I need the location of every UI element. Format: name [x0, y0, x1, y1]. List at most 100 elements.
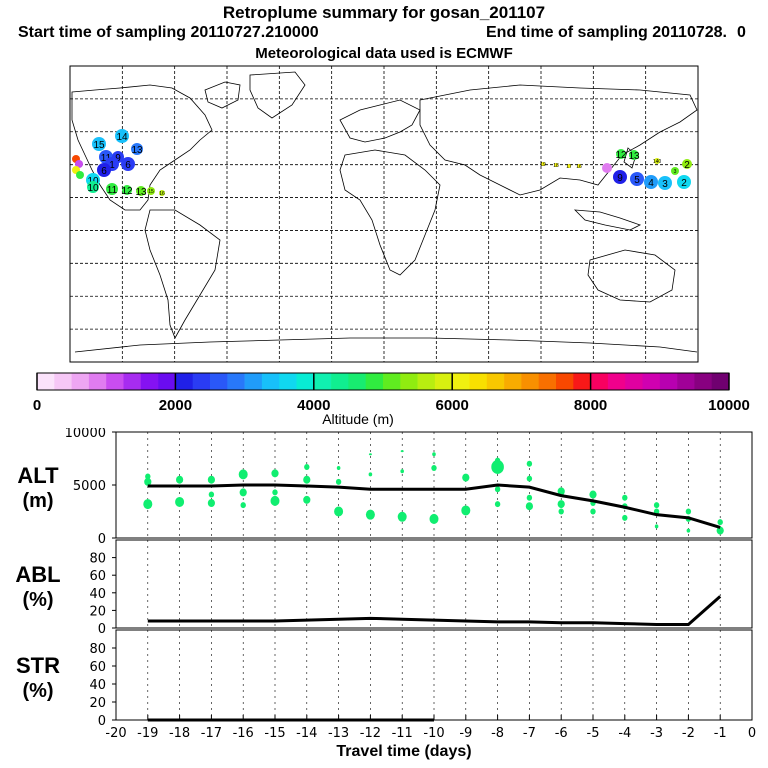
- map-marker: [97, 163, 111, 177]
- alt-scatter-point: [176, 475, 184, 484]
- abl-axis-label: ABL: [15, 562, 60, 587]
- alt-scatter-point: [335, 478, 342, 485]
- alt-scatter-point: [207, 499, 215, 508]
- colorbar-cell: [469, 373, 488, 390]
- alt-scatter-point: [368, 453, 372, 456]
- map-marker: [682, 159, 692, 169]
- map-marker-label: 12: [121, 186, 133, 197]
- xtick-label: -2: [682, 726, 695, 741]
- alt-scatter-point: [271, 469, 279, 478]
- colorbar-cell: [625, 373, 643, 390]
- map-marker-label: 4: [648, 178, 654, 189]
- colorbar-cell: [279, 373, 297, 390]
- colorbar-cell: [365, 373, 384, 390]
- map-marker: [629, 150, 639, 160]
- map-marker: [616, 149, 626, 159]
- map-marker: [121, 157, 135, 171]
- alt-scatter-point: [303, 495, 311, 504]
- colorbar-cell: [383, 373, 401, 390]
- xtick-label: -7: [523, 726, 536, 741]
- map-marker-label: 10: [87, 183, 99, 194]
- colorbar-cell: [227, 373, 245, 390]
- map-marker-label: 15: [93, 140, 105, 151]
- map-marker: [541, 162, 545, 166]
- map-marker-label: 140: [653, 159, 662, 165]
- xtick-label: -13: [328, 726, 349, 741]
- map-marker-label: 18: [553, 163, 559, 169]
- map-marker: [75, 160, 83, 168]
- alt-scatter-point: [238, 469, 248, 480]
- map-marker-label: 6: [125, 160, 131, 171]
- map-marker: [630, 172, 644, 186]
- alt-scatter-point: [558, 508, 564, 515]
- alt-scatter-point: [303, 475, 311, 484]
- colorbar-cell: [348, 373, 366, 390]
- map-marker: [131, 143, 143, 155]
- map-marker: [654, 158, 660, 164]
- colorbar-cell: [175, 373, 193, 390]
- colorbar-cell: [521, 373, 539, 390]
- str-ytick-label: 60: [89, 660, 106, 675]
- alt-scatter-point: [431, 465, 437, 472]
- map-marker-label: 2: [681, 178, 687, 189]
- map-marker-label: 6: [101, 166, 107, 177]
- alt-scatter-point: [654, 524, 659, 529]
- alt-scatter-point: [334, 506, 344, 517]
- colorbar-tick-label: 0: [33, 397, 41, 414]
- colorbar-cell: [158, 373, 176, 390]
- map-marker: [677, 175, 691, 189]
- colorbar-cell: [694, 373, 712, 390]
- colorbar-cell: [486, 373, 505, 390]
- xtick-label: -20: [105, 726, 126, 741]
- map-marker-label: 17: [566, 164, 572, 170]
- alt-ytick-label: 10000: [65, 428, 106, 441]
- alt-scatter-point: [461, 505, 471, 516]
- colorbar-cell: [642, 373, 661, 390]
- alt-scatter-point: [526, 475, 533, 482]
- alt-scatter-point: [686, 528, 691, 533]
- map-marker: [87, 181, 99, 193]
- alt-scatter-point: [429, 513, 439, 524]
- colorbar-cell: [607, 373, 626, 390]
- abl-ytick-label: 40: [89, 587, 106, 602]
- map-marker-label: 13: [131, 145, 143, 156]
- map-marker: [106, 183, 118, 195]
- map-marker-label: 1: [109, 160, 115, 171]
- colorbar-cell: [452, 373, 470, 390]
- start-time-label: Start time of sampling 20110727.210000: [18, 24, 319, 41]
- colorbar-cell: [210, 373, 228, 390]
- map-marker: [567, 164, 571, 168]
- colorbar-cell: [123, 373, 142, 390]
- map-marker-label: 9: [617, 173, 623, 184]
- map-grid: [70, 66, 698, 362]
- retroplume-markers: 1415119136161010111213151619181716121395…: [72, 129, 692, 198]
- map-marker: [92, 137, 106, 151]
- colorbar-cell: [37, 373, 55, 390]
- str-ytick-label: 0: [98, 714, 106, 729]
- map-marker-label: 14: [116, 132, 128, 143]
- colorbar-cell: [538, 373, 557, 390]
- colorbar-cell: [504, 373, 522, 390]
- alt-scatter-point: [653, 502, 660, 509]
- xtick-label: -9: [459, 726, 472, 741]
- alt-scatter-point: [557, 500, 565, 509]
- colorbar-cell: [313, 373, 332, 390]
- alt-scatter-point: [270, 495, 280, 506]
- alt-scatter-point: [432, 452, 436, 457]
- alt-scatter-point: [526, 494, 533, 501]
- xtick-label: -6: [555, 726, 568, 741]
- map-marker-label: 5: [634, 175, 640, 186]
- map-marker: [136, 186, 146, 196]
- xtick-label: -1: [714, 726, 727, 741]
- map-marker: [671, 167, 679, 175]
- map-marker-label: 16: [159, 191, 165, 197]
- colorbar-cell: [677, 373, 695, 390]
- abl-ytick-label: 80: [89, 552, 106, 567]
- end-time-label: End time of sampling 20110728.: [486, 24, 727, 41]
- map-marker-label: 3: [674, 169, 677, 175]
- alt-scatter-point: [239, 488, 247, 497]
- map-marker: [577, 164, 581, 168]
- alt-scatter-point: [491, 459, 504, 474]
- colorbar-tick-label: 10000: [708, 397, 750, 414]
- xtick-label: -14: [296, 726, 317, 741]
